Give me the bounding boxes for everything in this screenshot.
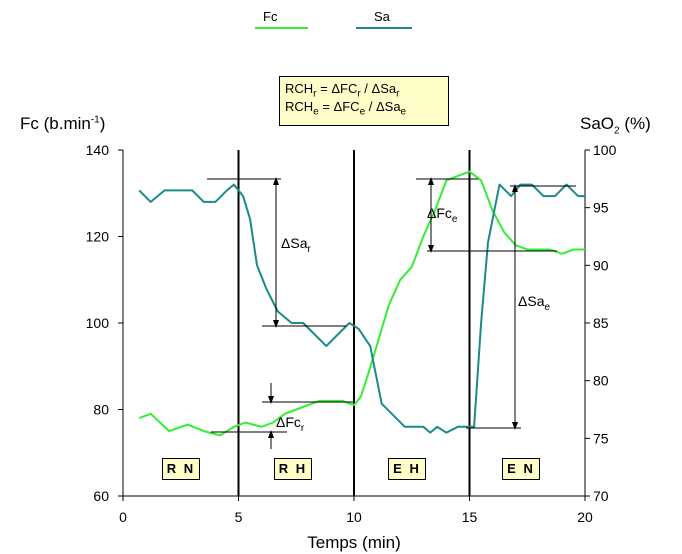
formula-line-2: RCHe = ΔFCe / ΔSae (285, 99, 407, 118)
phase-label-rh: R H (274, 458, 312, 480)
y-axis-left-label: Fc (b.min-1) (20, 114, 106, 133)
x-tick-label: 10 (346, 509, 362, 525)
annotation-delta-sa-r: ΔSar (281, 235, 311, 255)
y-right-tick-label: 90 (593, 257, 609, 273)
x-tick-label: 15 (462, 509, 478, 525)
y-right-tick-label: 95 (593, 200, 609, 216)
x-tick-label: 0 (119, 509, 127, 525)
y-right-tick-label: 85 (593, 315, 609, 331)
y-right-tick-label: 70 (593, 488, 609, 504)
y-left-tick-label: 140 (86, 142, 110, 158)
annotation-delta-fc-r: ΔFcr (276, 414, 305, 434)
series-line-sa (138, 183, 585, 434)
annotation-delta-fc-e: ΔFce (427, 205, 458, 225)
y-right-tick-label: 75 (593, 430, 609, 446)
formula-line-1: RCHr = ΔFCr / ΔSar (285, 81, 400, 100)
y-left-tick-label: 100 (86, 315, 110, 331)
annotation-brackets (207, 177, 576, 449)
legend-label-sa: Sa (374, 9, 391, 24)
x-axis-label: Temps (min) (307, 533, 401, 552)
formula-box: RCHr = ΔFCr / ΔSar RCHe = ΔFCe / ΔSae (279, 76, 449, 126)
legend-label-fc: Fc (263, 9, 278, 24)
x-tick-label: 20 (577, 509, 593, 525)
phase-label-en: E N (502, 458, 540, 480)
phase-label-eh: E H (388, 458, 426, 480)
y-axis-right-label: SaO2 (%) (580, 114, 651, 137)
y-right-tick-label: 80 (593, 373, 609, 389)
annotation-delta-sa-e: ΔSae (518, 293, 550, 313)
phase-label-rn: R N (162, 458, 200, 480)
y-left-tick-label: 80 (93, 402, 109, 418)
x-tick-label: 5 (235, 509, 243, 525)
y-left-tick-label: 120 (86, 229, 110, 245)
y-right-tick-label: 100 (593, 142, 617, 158)
y-left-tick-label: 60 (93, 488, 109, 504)
